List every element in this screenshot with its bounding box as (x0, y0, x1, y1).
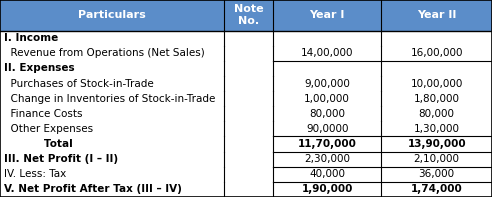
Text: 2,10,000: 2,10,000 (414, 154, 460, 164)
Text: Finance Costs: Finance Costs (4, 109, 83, 119)
Text: 80,000: 80,000 (419, 109, 455, 119)
Text: II. Expenses: II. Expenses (4, 63, 75, 73)
Text: I. Income: I. Income (4, 33, 58, 43)
Text: Particulars: Particulars (78, 10, 146, 20)
Text: III. Net Profit (I – II): III. Net Profit (I – II) (4, 154, 118, 164)
Text: Purchases of Stock-in-Trade: Purchases of Stock-in-Trade (4, 78, 154, 88)
Text: V. Net Profit After Tax (III – IV): V. Net Profit After Tax (III – IV) (4, 184, 182, 194)
Text: 1,90,000: 1,90,000 (302, 184, 353, 194)
Text: Change in Inventories of Stock-in-Trade: Change in Inventories of Stock-in-Trade (4, 94, 215, 104)
Text: Other Expenses: Other Expenses (4, 124, 93, 134)
Text: 9,00,000: 9,00,000 (304, 78, 350, 88)
Text: 1,74,000: 1,74,000 (411, 184, 462, 194)
Text: 16,00,000: 16,00,000 (410, 48, 463, 58)
Text: 10,00,000: 10,00,000 (410, 78, 463, 88)
Text: Total: Total (4, 139, 73, 149)
Text: IV. Less: Tax: IV. Less: Tax (4, 169, 66, 179)
Text: 40,000: 40,000 (309, 169, 345, 179)
Text: Revenue from Operations (Net Sales): Revenue from Operations (Net Sales) (4, 48, 205, 58)
Text: Note
No.: Note No. (234, 5, 263, 26)
Bar (0, 0, 492, 31)
Text: 13,90,000: 13,90,000 (407, 139, 466, 149)
Text: Year I: Year I (309, 10, 345, 20)
Text: 1,00,000: 1,00,000 (304, 94, 350, 104)
Text: 1,30,000: 1,30,000 (414, 124, 460, 134)
Text: 14,00,000: 14,00,000 (301, 48, 353, 58)
Text: 11,70,000: 11,70,000 (298, 139, 357, 149)
Text: 36,000: 36,000 (419, 169, 455, 179)
Text: 1,80,000: 1,80,000 (414, 94, 460, 104)
Text: 90,0000: 90,0000 (306, 124, 348, 134)
Text: Year II: Year II (417, 10, 457, 20)
Text: 2,30,000: 2,30,000 (304, 154, 350, 164)
Text: 80,000: 80,000 (309, 109, 345, 119)
